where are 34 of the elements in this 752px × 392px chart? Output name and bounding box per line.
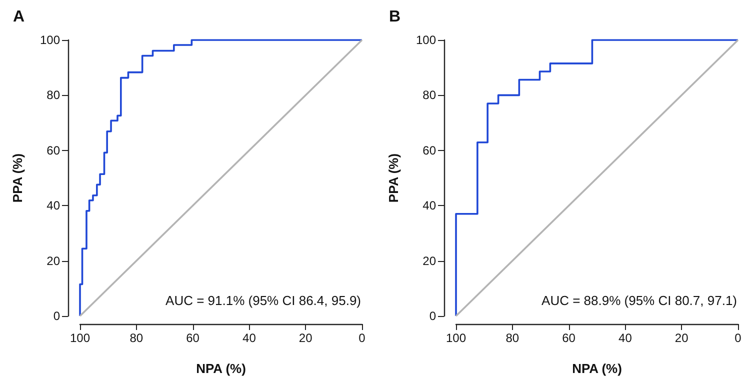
x-tick-label: 40 <box>242 331 256 345</box>
chart-title: A <box>13 8 25 26</box>
y-tick-label: 80 <box>46 88 60 102</box>
x-axis-title: NPA (%) <box>196 361 246 376</box>
x-tick-label: 80 <box>130 331 144 345</box>
y-tick-label: 0 <box>53 309 60 323</box>
x-tick-label: 60 <box>186 331 200 345</box>
y-tick-label: 100 <box>40 33 60 47</box>
x-tick-label: 40 <box>618 331 632 345</box>
y-axis-title: PPA (%) <box>386 153 401 203</box>
y-tick-label: 60 <box>46 143 60 158</box>
x-tick-label: 100 <box>70 331 90 345</box>
y-tick-label: 20 <box>46 254 60 268</box>
x-tick-label: 0 <box>734 331 742 345</box>
y-tick-label: 20 <box>422 254 436 268</box>
y-tick-label: 40 <box>422 198 436 213</box>
x-tick-label: 0 <box>358 331 366 345</box>
y-axis-title: PPA (%) <box>10 153 25 203</box>
chart-title: B <box>389 8 401 26</box>
line-series <box>455 39 739 317</box>
y-tick-label: 80 <box>422 88 436 102</box>
annotation: AUC = 91.1% (95% CI 86.4, 95.9) <box>166 293 362 308</box>
y-tick-label: 40 <box>46 198 60 213</box>
y-tick-label: 100 <box>416 33 436 47</box>
annotation: AUC = 88.9% (95% CI 80.7, 97.1) <box>542 293 738 308</box>
y-tick-label: 60 <box>422 143 436 158</box>
x-tick-label: 20 <box>298 331 313 345</box>
y-tick-label: 0 <box>429 309 436 323</box>
line-series <box>79 39 363 317</box>
x-tick-label: 80 <box>506 331 520 345</box>
x-tick-label: 20 <box>674 331 689 345</box>
x-tick-label: 60 <box>562 331 576 345</box>
x-axis-title: NPA (%) <box>572 361 622 376</box>
x-tick-label: 100 <box>446 331 466 345</box>
